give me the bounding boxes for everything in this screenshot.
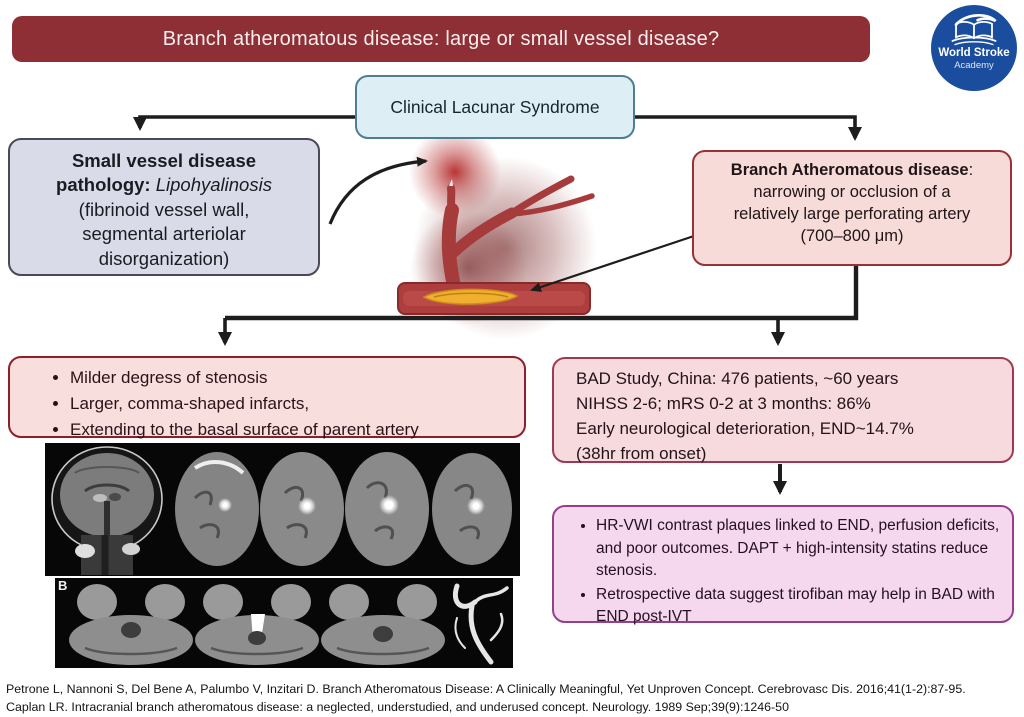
curved-arrow-svd-to-artery [328, 156, 428, 225]
logo-text-line1: World Stroke [938, 47, 1010, 59]
page-title: Branch atheromatous disease: large or sm… [162, 27, 720, 50]
svd-term: Lipohyalinosis [155, 174, 272, 196]
logo-text-line2: Academy [954, 60, 994, 71]
arrow-bad-to-plaque [530, 234, 695, 292]
study-line: (38hr from onset) [576, 444, 707, 463]
mri-panel-b [55, 578, 513, 668]
perforating-artery-illustration [397, 126, 597, 340]
clinical-box-label: Clinical Lacunar Syndrome [390, 96, 600, 117]
reference-item: Petrone L, Nannoni S, Del Bene A, Palumb… [6, 682, 966, 696]
axial-dwi-slice [260, 452, 344, 566]
study-line: Early neurological deterioration, END~14… [576, 419, 914, 438]
small-vessel-disease-box: Small vessel disease pathology: Lipohyal… [8, 138, 320, 276]
treatment-item: HR-VWI contrast plaques linked to END, p… [596, 515, 1012, 583]
page-title-banner: Branch atheromatous disease: large or sm… [12, 16, 870, 62]
features-item: Milder degress of stenosis [70, 365, 524, 391]
mra-angiogram [453, 583, 509, 665]
features-list: Milder degress of stenosis Larger, comma… [10, 365, 524, 443]
features-item: Larger, comma-shaped infarcts, [70, 391, 524, 417]
mri-panel-a [45, 443, 520, 576]
axial-dwi-slice [432, 453, 512, 565]
treatment-evidence-box: HR-VWI contrast plaques linked to END, p… [552, 505, 1014, 625]
clinical-lacunar-syndrome-box: Clinical Lacunar Syndrome [355, 75, 635, 139]
coronal-flair-image [51, 446, 163, 575]
reference-list: Petrone L, Nannoni S, Del Bene A, Palumb… [6, 681, 1018, 717]
study-line: NIHSS 2-6; mRS 0-2 at 3 months: 86% [576, 394, 871, 413]
svd-detail: (fibrinoid vessel wall, segmental arteri… [78, 198, 250, 269]
axial-dwi-pons-slice [195, 584, 319, 665]
treatment-item: Retrospective data suggest tirofiban may… [596, 584, 1012, 629]
arrow-to-svd-box [133, 115, 356, 131]
connector-arrows [133, 115, 862, 495]
features-item: Extending to the basal surface of parent… [70, 417, 524, 443]
axial-dwi-slice [345, 452, 429, 566]
axial-dwi-pons-slice [321, 584, 445, 665]
atheroma-plaque [422, 288, 519, 305]
axial-dwi-slice [175, 452, 259, 566]
branch-connector-line [225, 266, 859, 321]
vessel-tip [449, 179, 453, 186]
open-book-icon [951, 14, 997, 46]
axial-dwi-pons-slice [69, 584, 193, 665]
panel-b-label: B [58, 578, 68, 593]
bad-study-box: BAD Study, China: 476 patients, ~60 year… [552, 357, 1014, 463]
study-line: BAD Study, China: 476 patients, ~60 year… [576, 369, 899, 388]
treatment-list: HR-VWI contrast plaques linked to END, p… [554, 515, 1012, 629]
branch-atheromatous-disease-box: Branch Atheromatous disease: narrowing o… [692, 150, 1012, 266]
bad-features-box: Milder degress of stenosis Larger, comma… [8, 356, 526, 439]
svd-box-title: Small vessel disease pathology: [56, 150, 257, 196]
reference-item: Caplan LR. Intracranial branch atheromat… [6, 699, 789, 714]
world-stroke-academy-logo: World Stroke Academy [928, 2, 1020, 94]
bad-box-detail: : narrowing or occlusion of a relatively… [733, 161, 974, 245]
arrow-to-bad-box [634, 115, 862, 141]
bad-box-title: Branch Atheromatous disease [730, 161, 969, 179]
